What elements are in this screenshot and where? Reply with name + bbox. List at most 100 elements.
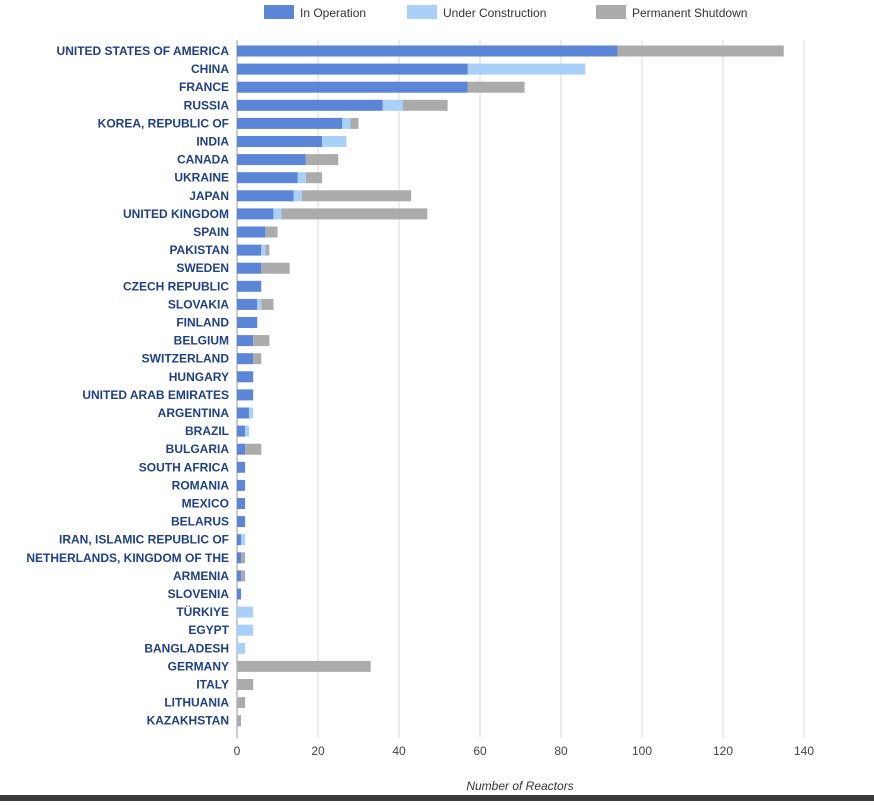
bar-permanent-shutdown-switzerland <box>253 353 262 365</box>
category-label: EGYPT <box>188 623 229 637</box>
bar-in-operation-czech-republic <box>237 280 262 292</box>
category-label: UKRAINE <box>174 171 229 185</box>
bar-permanent-shutdown-italy <box>237 679 254 690</box>
category-label: PAKISTAN <box>169 243 229 257</box>
bar-under-construction-egypt <box>237 624 254 636</box>
legend: In Operation Under Construction Permanent … <box>264 5 747 20</box>
category-label: SPAIN <box>193 225 229 239</box>
bar-under-construction-brazil <box>245 425 250 437</box>
category-label: SWITZERLAND <box>142 352 230 366</box>
bar-in-operation-united-states-of-america <box>237 45 618 57</box>
legend-swatch-permanent-shutdown <box>596 5 626 19</box>
bar-in-operation-sweden <box>237 262 262 274</box>
bar-in-operation-belgium <box>237 335 254 347</box>
bar-permanent-shutdown-armenia <box>241 570 246 582</box>
category-label: GERMANY <box>168 659 229 673</box>
bar-under-construction-korea-republic-of <box>342 117 351 129</box>
bar-under-construction-japan <box>293 190 302 202</box>
x-tick-label: 140 <box>794 744 814 758</box>
legend-label-permanent-shutdown: Permanent Shutdown <box>632 6 747 20</box>
legend-swatch-in-operation <box>264 5 294 19</box>
bar-in-operation-hungary <box>237 371 254 383</box>
bar-under-construction-bangladesh <box>237 642 246 654</box>
category-labels: UNITED STATES OF AMERICA CHINA FRANCE RUSSI… <box>26 44 229 728</box>
x-axis-ticks: 0 20 40 60 80 100 120 140 <box>234 744 815 758</box>
category-label: ARGENTINA <box>158 406 230 420</box>
bar-in-operation-armenia <box>237 570 242 582</box>
bar-permanent-shutdown-netherlands-kingdom-of-the <box>241 552 246 564</box>
bar-permanent-shutdown-pakistan <box>265 244 270 256</box>
category-label: KAZAKHSTAN <box>147 714 229 728</box>
bar-in-operation-united-arab-emirates <box>237 389 254 401</box>
bar-in-operation-united-kingdom <box>237 208 274 220</box>
bar-in-operation-slovenia <box>237 588 242 600</box>
category-label: FINLAND <box>176 316 229 330</box>
category-label: SWEDEN <box>176 261 229 275</box>
x-tick-label: 60 <box>473 744 487 758</box>
bar-permanent-shutdown-bulgaria <box>245 443 262 455</box>
bar-under-construction-iran-islamic-republic-of <box>241 534 246 546</box>
bottom-bar <box>0 795 874 801</box>
category-label: MEXICO <box>182 497 229 511</box>
bar-in-operation-mexico <box>237 498 246 509</box>
bar-permanent-shutdown-slovakia <box>261 298 274 310</box>
category-label: UNITED KINGDOM <box>123 207 229 221</box>
bar-permanent-shutdown-ukraine <box>305 172 323 184</box>
bar-in-operation-slovakia <box>237 298 258 310</box>
category-label: CANADA <box>177 153 229 167</box>
bar-in-operation-russia <box>237 99 383 111</box>
category-label: FRANCE <box>179 80 229 94</box>
bar-permanent-shutdown-korea-republic-of <box>350 117 359 129</box>
x-tick-label: 80 <box>554 744 568 758</box>
bar-under-construction-pakistan <box>261 244 266 256</box>
category-label: BRAZIL <box>185 424 229 438</box>
category-label: LITHUANIA <box>164 696 229 710</box>
bar-under-construction-argentina <box>249 407 254 419</box>
x-tick-label: 40 <box>392 744 406 758</box>
x-tick-label: 20 <box>311 744 325 758</box>
bar-under-construction-russia <box>382 99 404 111</box>
category-label: JAPAN <box>189 189 229 203</box>
bar-permanent-shutdown-japan <box>301 190 412 202</box>
bar-permanent-shutdown-spain <box>265 226 278 238</box>
bar-permanent-shutdown-lithuania <box>237 697 246 709</box>
x-axis-title: Number of Reactors <box>466 779 573 793</box>
category-label: CZECH REPUBLIC <box>123 279 229 293</box>
category-label: UNITED ARAB EMIRATES <box>82 388 229 402</box>
category-label: SOUTH AFRICA <box>139 460 230 474</box>
legend-label-in-operation: In Operation <box>300 6 366 20</box>
category-label: BULGARIA <box>166 442 230 456</box>
bar-under-construction-united-kingdom <box>273 208 282 220</box>
bar-under-construction-slovakia <box>257 298 262 310</box>
category-label: ITALY <box>196 678 229 692</box>
category-label: IRAN, ISLAMIC REPUBLIC OF <box>59 533 229 547</box>
x-tick-label: 120 <box>713 744 733 758</box>
bar-in-operation-argentina <box>237 407 250 419</box>
bar-in-operation-ukraine <box>237 172 298 184</box>
bar-under-construction-ukraine <box>297 172 306 184</box>
category-label: HUNGARY <box>169 370 229 384</box>
bar-in-operation-india <box>237 136 323 147</box>
bar-in-operation-south-africa <box>237 461 246 473</box>
bar-in-operation-switzerland <box>237 353 254 365</box>
category-label: INDIA <box>196 135 229 149</box>
bar-in-operation-canada <box>237 154 306 166</box>
bar-permanent-shutdown-germany <box>237 660 371 672</box>
bar-in-operation-belarus <box>237 516 246 528</box>
category-label: ARMENIA <box>173 569 229 583</box>
bar-under-construction-china <box>467 63 586 75</box>
bar-permanent-shutdown-france <box>467 81 525 93</box>
bar-in-operation-france <box>237 81 468 93</box>
bar-in-operation-brazil <box>237 425 246 437</box>
x-tick-label: 100 <box>632 744 652 758</box>
bar-under-construction-t-rkiye <box>237 606 254 618</box>
bar-in-operation-china <box>237 63 468 75</box>
legend-label-under-construction: Under Construction <box>443 6 546 20</box>
category-label: NETHERLANDS, KINGDOM OF THE <box>26 551 229 565</box>
bar-permanent-shutdown-russia <box>403 99 448 111</box>
bar-permanent-shutdown-canada <box>305 154 339 166</box>
category-label: KOREA, REPUBLIC OF <box>98 116 229 130</box>
x-tick-label: 0 <box>234 744 241 758</box>
bar-permanent-shutdown-united-kingdom <box>281 208 428 220</box>
